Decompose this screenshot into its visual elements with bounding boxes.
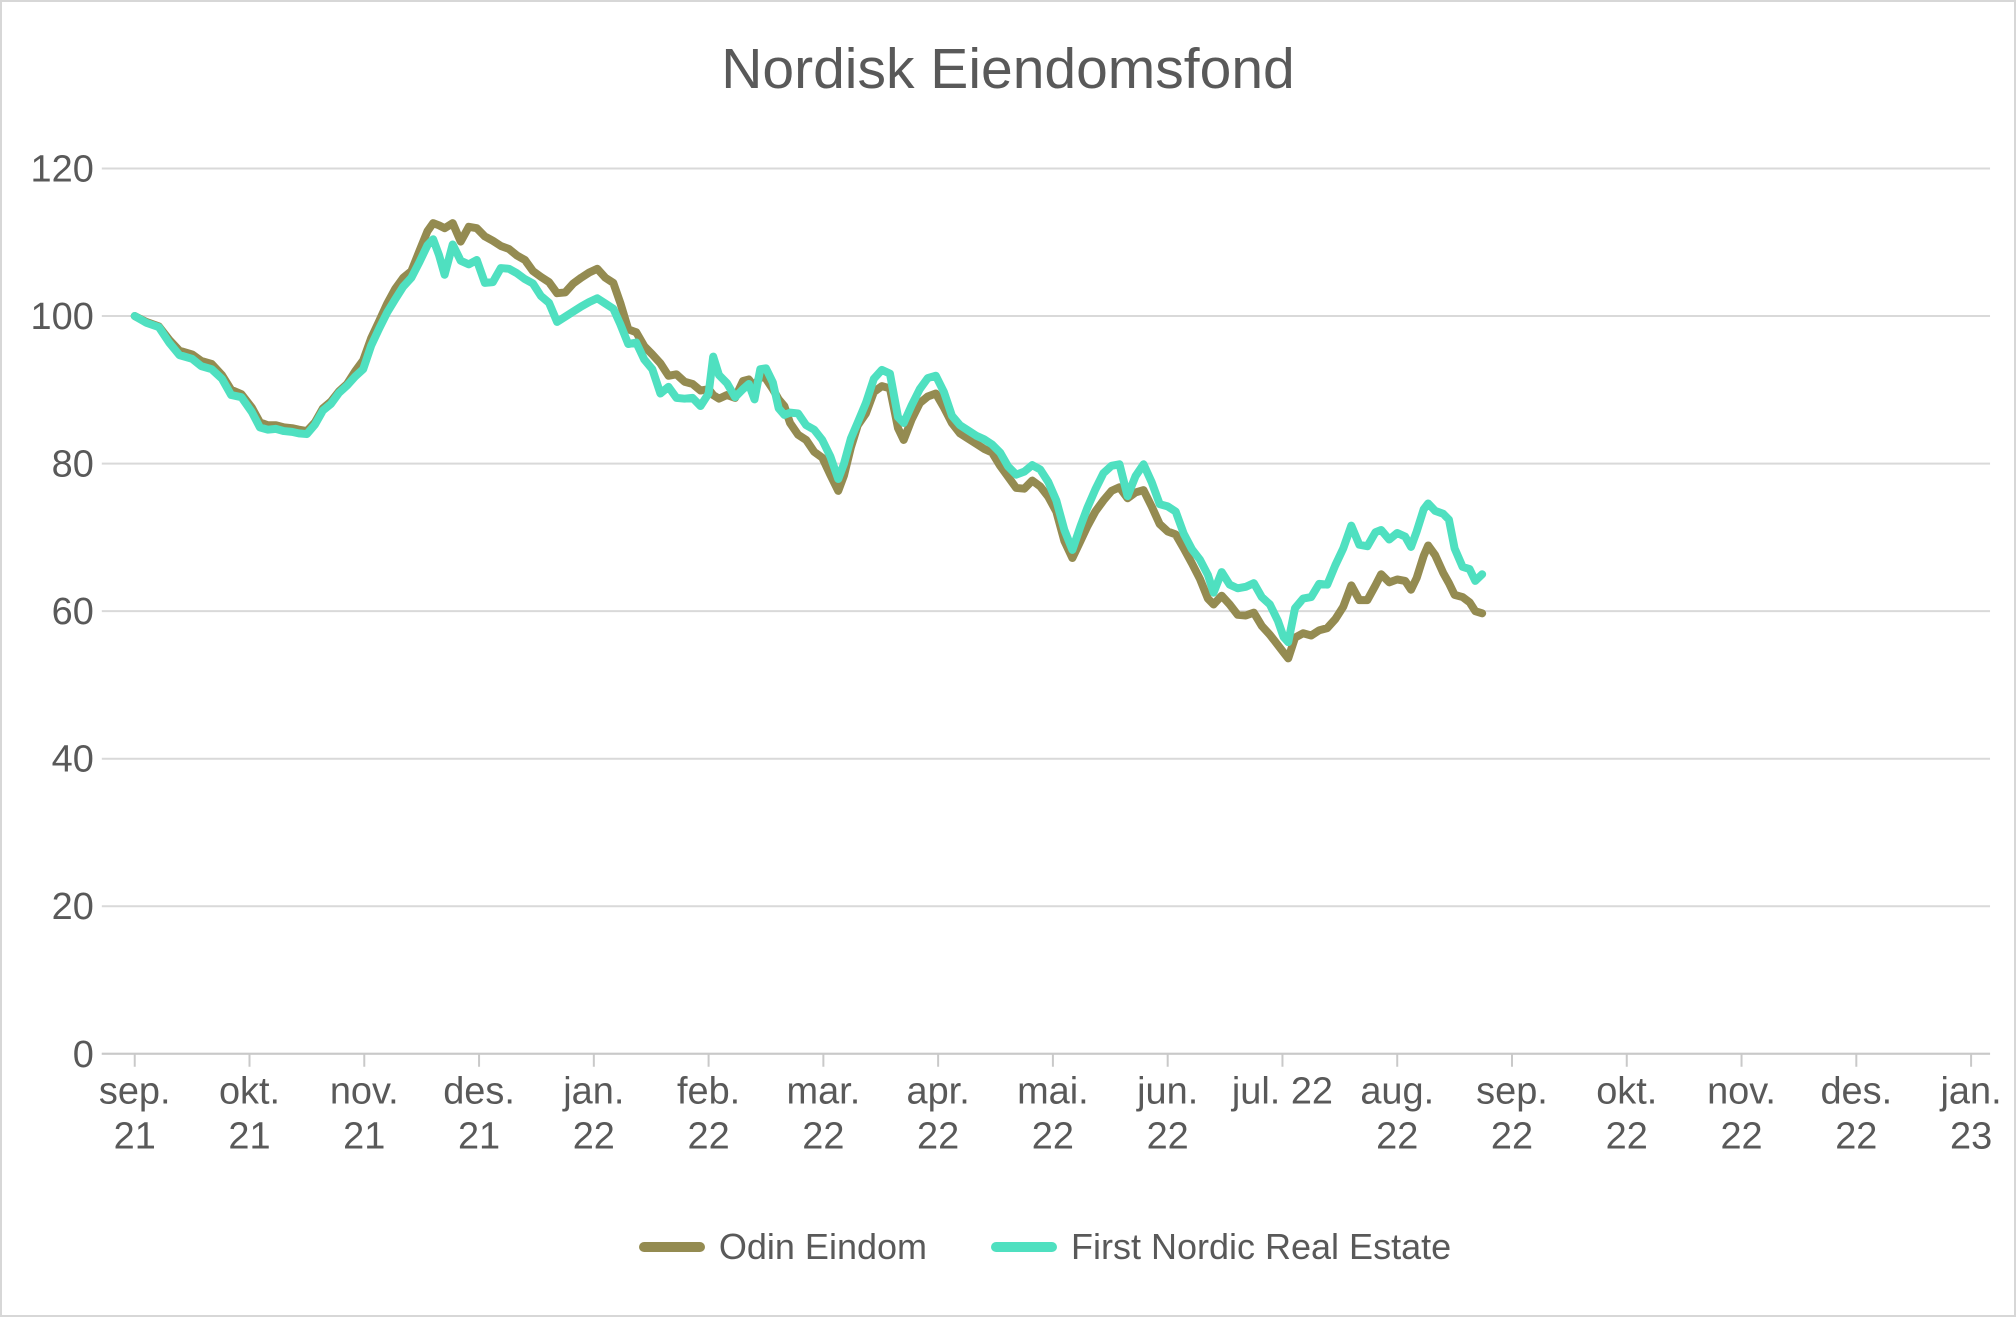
- legend-label-odin-eindom: Odin Eindom: [718, 1226, 927, 1267]
- x-axis-label-year: 22: [917, 1116, 959, 1158]
- y-axis-label-20: 20: [52, 886, 94, 928]
- x-axis-label-month: mai.: [1017, 1071, 1089, 1113]
- x-axis-label-month: des.: [1820, 1071, 1892, 1113]
- series-lines: [130, 219, 1487, 663]
- y-axis-labels: 0 20 40 60 80 100 120: [31, 148, 94, 1075]
- legend: Odin Eindom First Nordic Real Estate: [102, 1226, 1988, 1268]
- x-axis-label-month: jan.: [562, 1071, 624, 1113]
- x-axis-label-year: 22: [1491, 1116, 1533, 1158]
- x-axis-label-month: sep.: [99, 1071, 171, 1113]
- legend-label-first-nordic: First Nordic Real Estate: [1071, 1226, 1452, 1267]
- x-axis-label-year: 21: [343, 1116, 385, 1158]
- x-axis-label-month: aug.: [1360, 1071, 1434, 1113]
- x-axis-label-year: 22: [1032, 1116, 1074, 1158]
- x-axis-label-month: nov.: [330, 1071, 399, 1113]
- chart-title: Nordisk Eiendomsfond: [721, 37, 1295, 101]
- x-axis-label-month: jan.: [1940, 1071, 2002, 1113]
- x-axis-label-year: 22: [1376, 1116, 1418, 1158]
- legend-item-odin-eindom: Odin Eindom: [638, 1226, 927, 1268]
- x-axis-label-month: des.: [443, 1071, 515, 1113]
- x-axis-label-month: okt.: [1596, 1071, 1657, 1113]
- x-axis-label-year: 21: [228, 1116, 270, 1158]
- x-axis-label-year: 22: [1606, 1116, 1648, 1158]
- y-axis-label-60: 60: [52, 591, 94, 633]
- y-axis-label-80: 80: [52, 444, 94, 486]
- x-axis-label-month: sep.: [1476, 1071, 1548, 1113]
- first-nordic-swatch-icon: [991, 1242, 1057, 1252]
- x-axis-label-month: feb.: [677, 1071, 740, 1113]
- x-axis-label-year: 22: [573, 1116, 615, 1158]
- y-axis-label-40: 40: [52, 739, 94, 781]
- x-axis-label-month: apr.: [907, 1071, 970, 1113]
- x-axis-label-year: 21: [458, 1116, 500, 1158]
- x-axis-label-month: nov.: [1707, 1071, 1776, 1113]
- x-axis-label-month: okt.: [219, 1071, 280, 1113]
- x-axis-label-year: 21: [114, 1116, 156, 1158]
- x-axis-label-year: 22: [1147, 1116, 1189, 1158]
- x-axis-label-month: jul. 22: [1231, 1071, 1333, 1113]
- odin-eindom-swatch-icon: [638, 1242, 705, 1252]
- x-axis: [101, 1052, 1991, 1067]
- x-axis-labels: sep.21okt.21nov.21des.21jan.22feb.22mar.…: [99, 1071, 2002, 1158]
- x-axis-label-year: 22: [802, 1116, 844, 1158]
- gridlines: [101, 167, 1991, 1055]
- x-axis-label-year: 22: [1720, 1116, 1762, 1158]
- odin-eindom-line: [130, 219, 1487, 663]
- x-axis-label-year: 22: [688, 1116, 730, 1158]
- x-axis-label-month: jun.: [1136, 1071, 1198, 1113]
- x-axis-label-month: mar.: [786, 1071, 860, 1113]
- y-axis-label-0: 0: [73, 1034, 94, 1076]
- x-axis-label-year: 23: [1950, 1116, 1992, 1158]
- legend-item-first-nordic: First Nordic Real Estate: [991, 1226, 1451, 1268]
- first-nordic-real-estate-line: [130, 235, 1487, 647]
- y-axis-label-120: 120: [31, 148, 94, 190]
- y-axis-label-100: 100: [31, 296, 94, 338]
- x-axis-label-year: 22: [1835, 1116, 1877, 1158]
